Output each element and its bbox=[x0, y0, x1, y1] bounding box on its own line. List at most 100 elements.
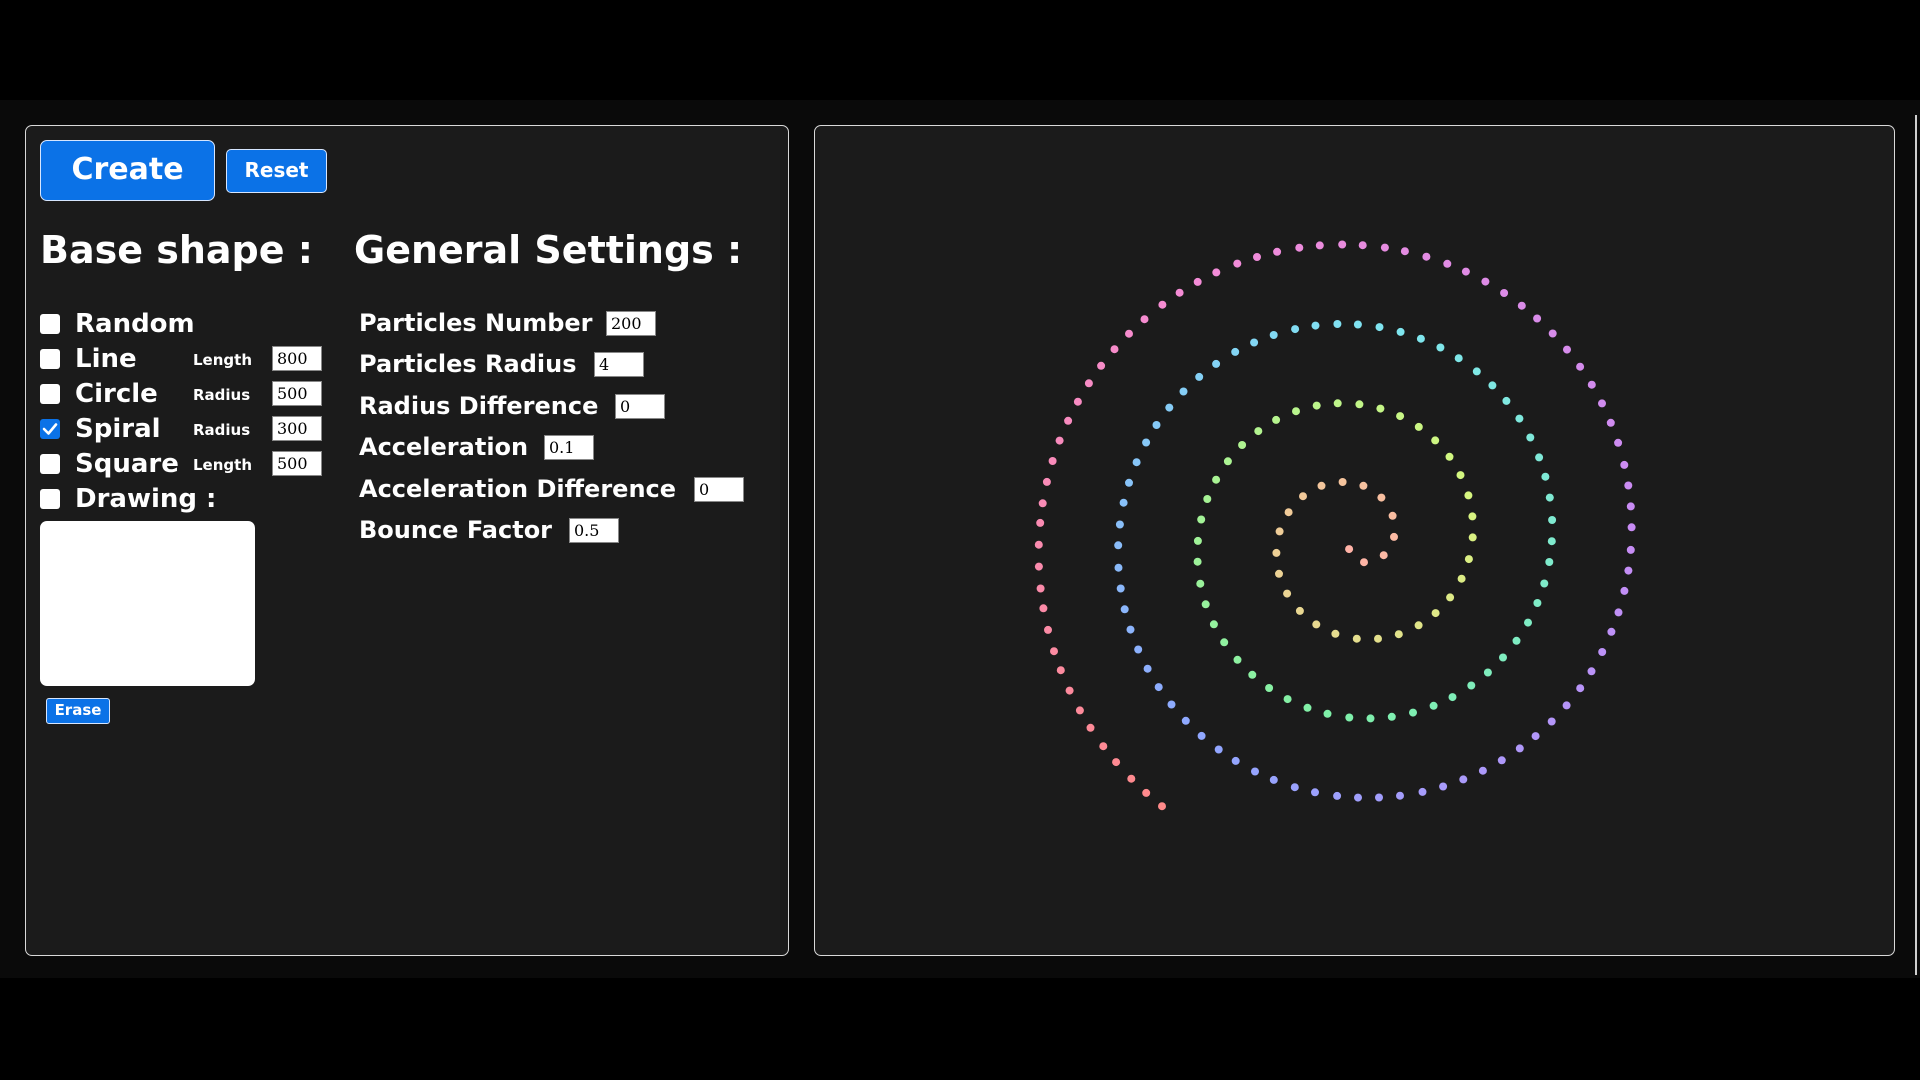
particle bbox=[1515, 744, 1524, 753]
particle bbox=[1587, 667, 1596, 676]
line-checkbox[interactable] bbox=[40, 349, 60, 369]
particle bbox=[1626, 545, 1635, 554]
particle bbox=[1284, 508, 1293, 517]
circle-checkbox[interactable] bbox=[40, 384, 60, 404]
spiral-checkbox[interactable] bbox=[40, 419, 60, 439]
particle bbox=[1311, 788, 1319, 797]
particle bbox=[1197, 515, 1206, 524]
particle bbox=[1468, 533, 1477, 542]
particle bbox=[1431, 436, 1440, 445]
particle bbox=[1345, 545, 1354, 554]
particle bbox=[1269, 775, 1278, 784]
circle-radius-input[interactable] bbox=[272, 381, 322, 406]
line-length-input[interactable] bbox=[272, 346, 322, 371]
random-checkbox[interactable] bbox=[40, 314, 60, 334]
particle bbox=[1576, 684, 1585, 693]
particle bbox=[1212, 268, 1221, 277]
drawing-label: Drawing : bbox=[75, 484, 217, 514]
particle bbox=[1390, 532, 1398, 541]
particle bbox=[1038, 499, 1047, 508]
particle bbox=[1075, 706, 1084, 715]
particle bbox=[1034, 540, 1043, 549]
particle bbox=[1379, 551, 1388, 560]
particle bbox=[1086, 723, 1095, 732]
particle bbox=[1418, 787, 1427, 796]
particle bbox=[1541, 472, 1550, 481]
square-checkbox[interactable] bbox=[40, 454, 60, 474]
particle bbox=[1377, 493, 1386, 502]
particle bbox=[1119, 498, 1128, 507]
particle bbox=[1140, 315, 1149, 324]
app-root: Create Reset Base shape : General Settin… bbox=[0, 100, 1920, 978]
check-icon bbox=[42, 423, 58, 435]
particle bbox=[1445, 452, 1454, 461]
drawing-checkbox[interactable] bbox=[40, 489, 60, 509]
particle bbox=[1388, 511, 1397, 520]
particle bbox=[1467, 681, 1476, 690]
particles-number-input[interactable] bbox=[606, 311, 656, 336]
particle bbox=[1165, 403, 1174, 412]
particle bbox=[1333, 791, 1342, 800]
radius-difference-input[interactable] bbox=[615, 394, 665, 419]
particles-radius-input[interactable] bbox=[594, 352, 644, 377]
erase-button[interactable]: Erase bbox=[46, 698, 110, 724]
particle bbox=[1376, 404, 1385, 413]
particle bbox=[1562, 701, 1571, 710]
particles-number-label: Particles Number bbox=[359, 309, 593, 337]
particle bbox=[1201, 600, 1210, 609]
particle bbox=[1414, 621, 1423, 630]
particle bbox=[1269, 331, 1278, 339]
particle bbox=[1154, 683, 1163, 692]
particle bbox=[1056, 666, 1065, 675]
particle bbox=[1620, 460, 1629, 469]
create-button[interactable]: Create bbox=[40, 140, 215, 201]
particle bbox=[1626, 502, 1635, 511]
particle bbox=[1439, 782, 1448, 791]
particle bbox=[1627, 523, 1636, 532]
particle bbox=[1125, 329, 1133, 338]
particle bbox=[1290, 783, 1299, 792]
particle bbox=[1620, 586, 1629, 595]
particle bbox=[1587, 380, 1596, 389]
particle-canvas bbox=[1034, 240, 1636, 811]
particle bbox=[1097, 361, 1106, 370]
particle bbox=[1312, 401, 1321, 410]
particle bbox=[1193, 277, 1202, 286]
acceleration-difference-input[interactable] bbox=[694, 477, 744, 502]
particle bbox=[1533, 314, 1542, 323]
bounce-factor-input[interactable] bbox=[569, 518, 619, 543]
particle bbox=[1099, 742, 1108, 751]
particle bbox=[1158, 802, 1166, 811]
particle bbox=[1488, 381, 1497, 390]
particle bbox=[1606, 418, 1615, 427]
square-length-input[interactable] bbox=[272, 451, 322, 476]
particle bbox=[1499, 653, 1507, 662]
reset-button[interactable]: Reset bbox=[226, 149, 327, 193]
shape-option-spiral: Spiral Radius bbox=[40, 413, 330, 444]
particle bbox=[1291, 325, 1300, 334]
particle bbox=[1456, 471, 1465, 480]
square-label: Square bbox=[75, 449, 179, 479]
particle bbox=[1333, 399, 1342, 408]
acceleration-input[interactable] bbox=[544, 435, 594, 460]
particle bbox=[1400, 247, 1409, 256]
particle bbox=[1429, 701, 1438, 710]
particle bbox=[1231, 347, 1240, 356]
particle bbox=[1353, 320, 1362, 329]
particle bbox=[1044, 625, 1052, 634]
particle bbox=[1073, 397, 1082, 406]
drawing-canvas[interactable] bbox=[40, 521, 255, 686]
particle bbox=[1515, 414, 1524, 423]
particle bbox=[1142, 438, 1151, 447]
spiral-radius-input[interactable] bbox=[272, 416, 322, 441]
scrollbar[interactable] bbox=[1915, 115, 1917, 975]
particle bbox=[1448, 693, 1457, 702]
particle bbox=[1272, 548, 1281, 557]
particle bbox=[1355, 400, 1364, 409]
particle bbox=[1283, 695, 1292, 704]
particle bbox=[1576, 362, 1585, 371]
particle bbox=[1050, 647, 1058, 656]
particle bbox=[1265, 684, 1274, 692]
acceleration-difference-label: Acceleration Difference bbox=[359, 475, 677, 503]
particle-canvas-panel[interactable] bbox=[814, 125, 1895, 956]
